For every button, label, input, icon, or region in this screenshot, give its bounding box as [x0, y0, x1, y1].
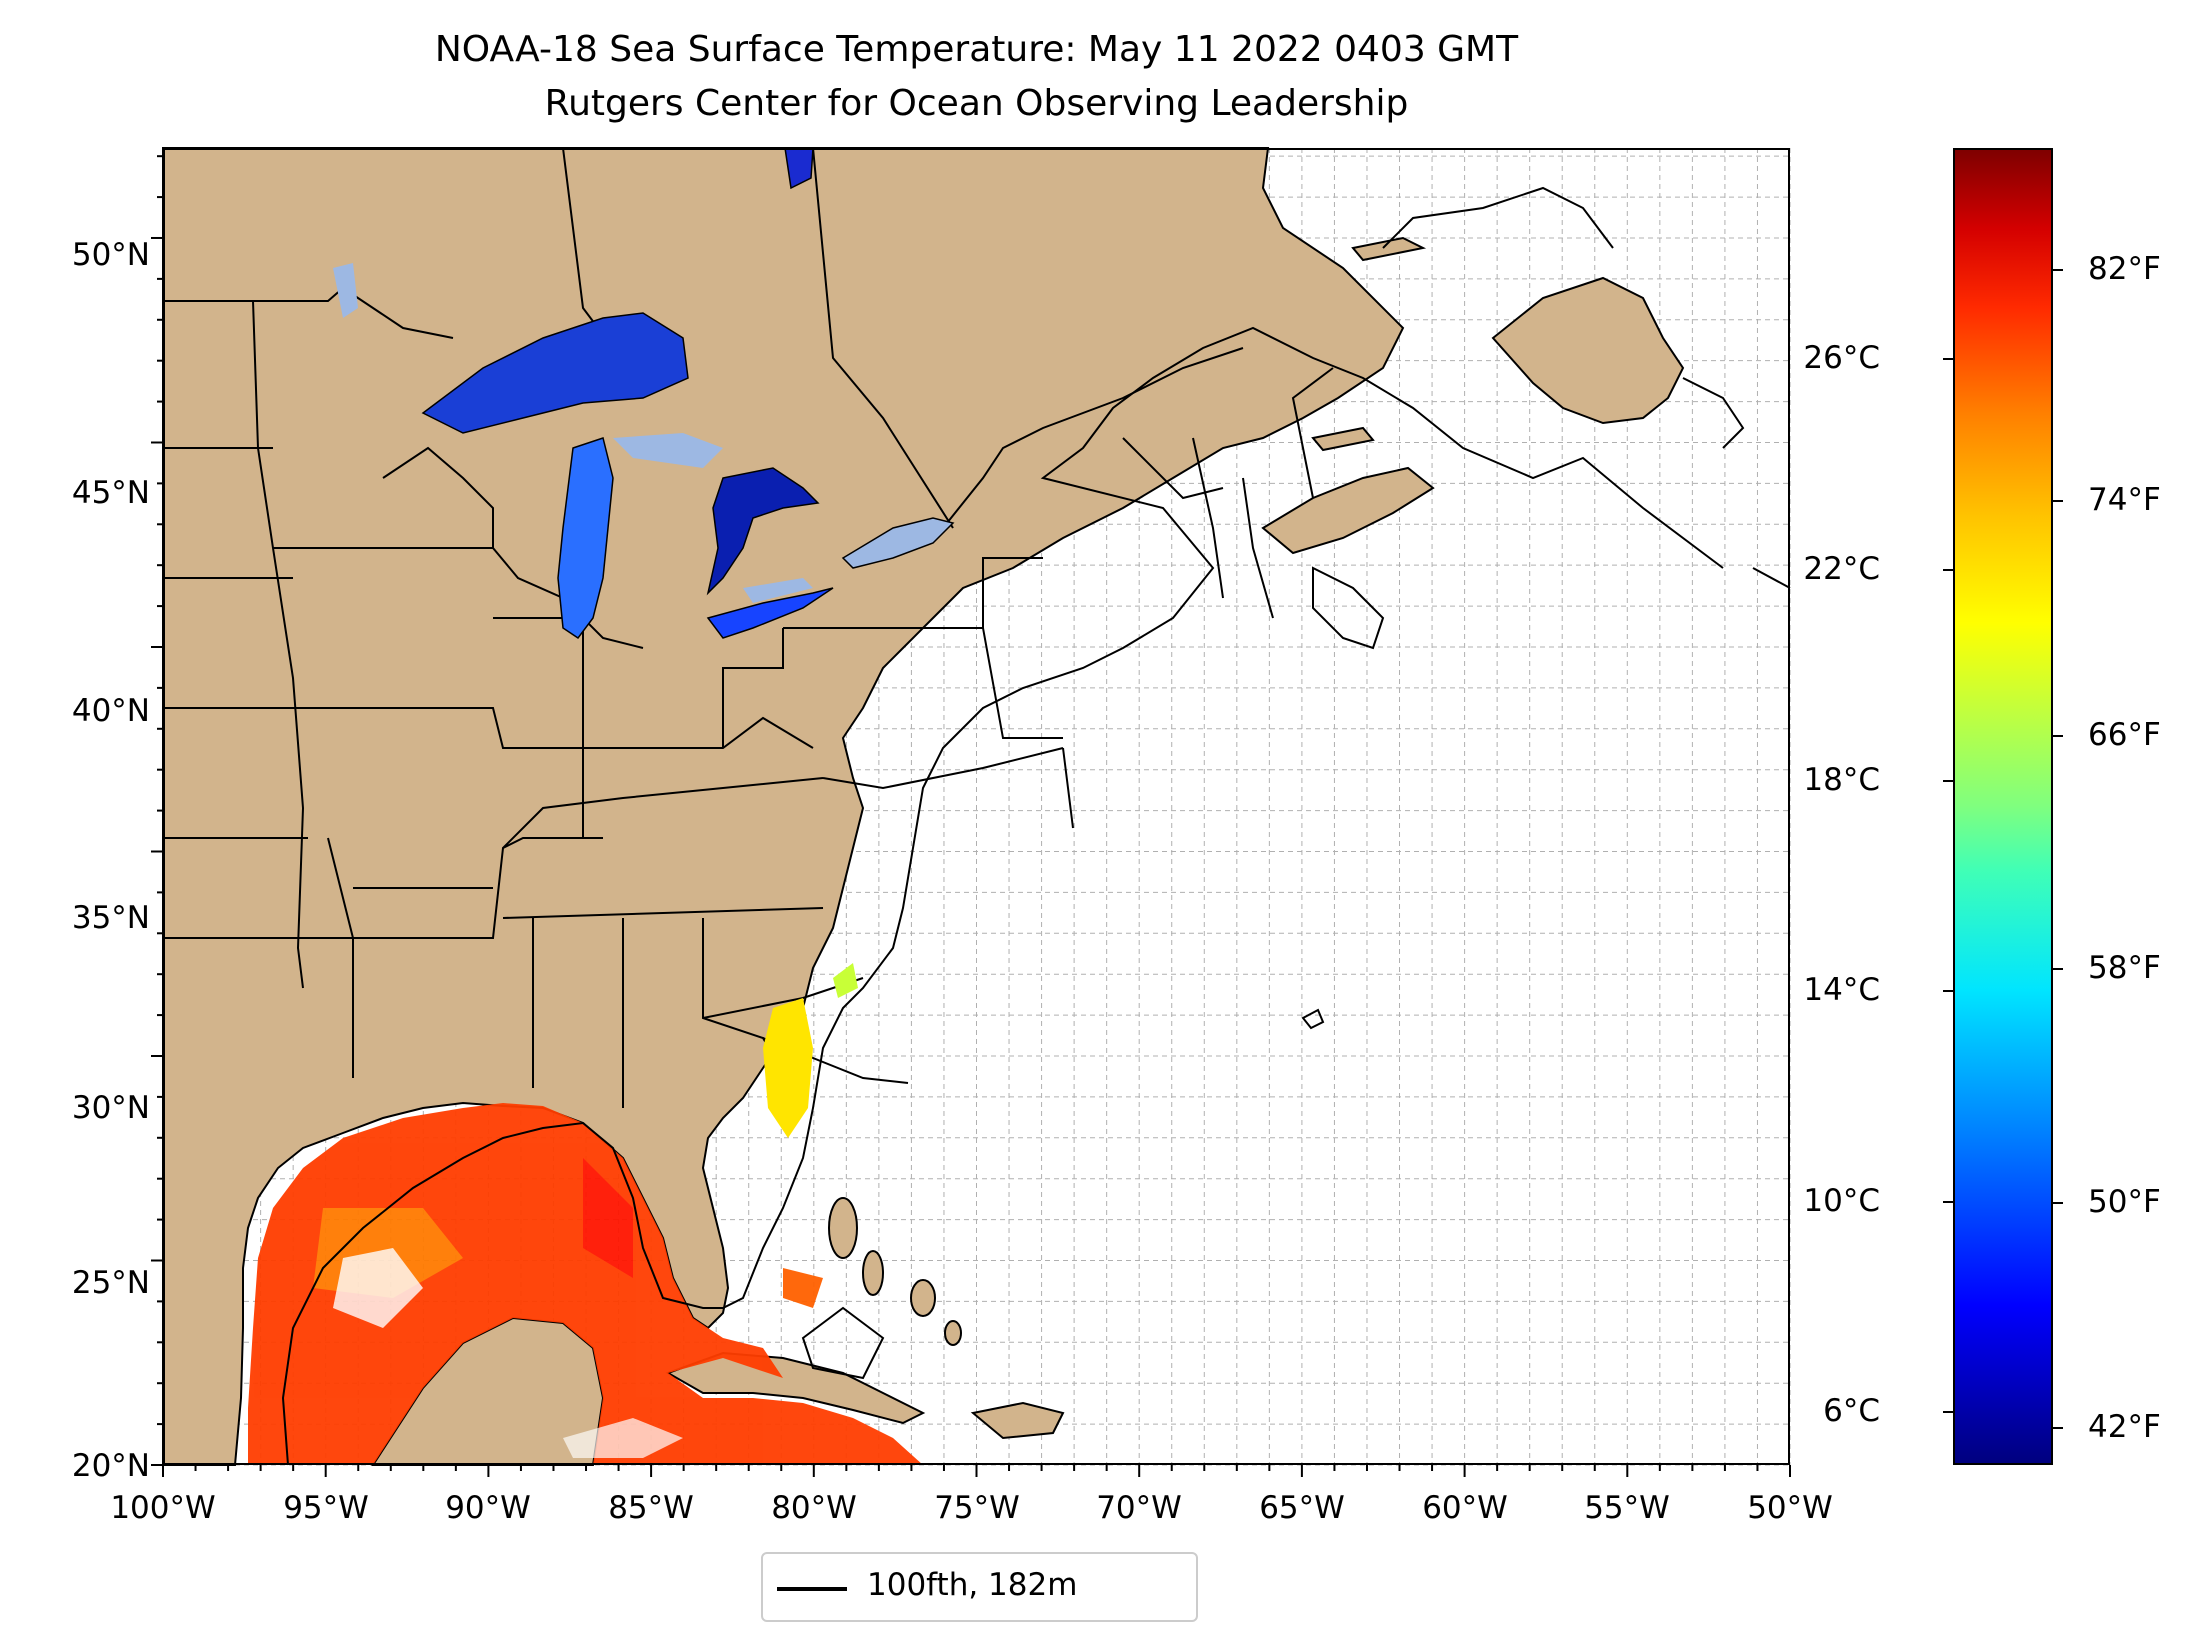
map-legend: 100fth, 182m — [761, 1552, 1198, 1622]
fahrenheit-tick-label: 82°F — [2088, 251, 2161, 287]
sst-map — [151, 147, 1791, 1477]
lon-tick-label: 60°W — [1422, 1490, 1508, 1526]
fahrenheit-tick-label: 66°F — [2088, 717, 2161, 753]
sst-southeast-coast — [763, 963, 858, 1138]
lat-tick-label: 50°N — [71, 237, 150, 273]
fahrenheit-tick-label: 42°F — [2088, 1409, 2161, 1445]
lon-tick-label: 85°W — [608, 1490, 694, 1526]
legend-label: 100fth, 182m — [867, 1567, 1078, 1603]
isobath-100fth — [281, 326, 1724, 1466]
lon-tick-label: 50°W — [1747, 1490, 1833, 1526]
land-newfoundland — [1491, 276, 1685, 425]
celsius-tick-label: 10°C — [1803, 1183, 1880, 1219]
land-bahamas — [828, 1197, 962, 1346]
land-nova-scotia — [1261, 466, 1435, 555]
land-north-america — [162, 147, 1405, 1466]
map-title-line1: NOAA-18 Sea Surface Temperature: May 11 … — [434, 29, 1519, 70]
lat-tick-label: 45°N — [71, 475, 150, 511]
map-title-line2: Rutgers Center for Ocean Observing Leade… — [544, 83, 1409, 124]
lat-tick-label: 25°N — [71, 1265, 150, 1301]
lon-tick-label: 55°W — [1584, 1490, 1670, 1526]
fahrenheit-tick-label: 74°F — [2088, 482, 2161, 518]
celsius-tick-label: 22°C — [1803, 551, 1880, 587]
celsius-tick-label: 14°C — [1803, 972, 1880, 1008]
legend-line-swatch — [777, 1587, 847, 1591]
celsius-tick-label: 26°C — [1803, 340, 1880, 376]
lon-tick-label: 75°W — [934, 1490, 1020, 1526]
lon-tick-label: 100°W — [110, 1490, 216, 1526]
celsius-tick-label: 18°C — [1803, 762, 1880, 798]
lon-tick-label: 95°W — [283, 1490, 369, 1526]
celsius-tick-label: 6°C — [1823, 1393, 1880, 1429]
fahrenheit-tick-label: 58°F — [2088, 950, 2161, 986]
great-lakes — [333, 147, 955, 640]
lat-tick-label: 30°N — [71, 1090, 150, 1126]
lat-tick-label: 35°N — [71, 900, 150, 936]
political-borders — [163, 147, 1334, 1108]
sst-gulf-of-mexico — [248, 1103, 923, 1465]
lat-tick-label: 20°N — [71, 1448, 150, 1484]
lon-tick-label: 65°W — [1259, 1490, 1345, 1526]
land-hispaniola — [970, 1401, 1065, 1440]
lat-tick-label: 40°N — [71, 693, 150, 729]
lon-tick-label: 70°W — [1096, 1490, 1182, 1526]
lon-tick-label: 80°W — [771, 1490, 857, 1526]
lon-tick-label: 90°W — [445, 1490, 531, 1526]
land-cuba — [665, 1351, 926, 1425]
temperature-colorbar — [1953, 148, 2053, 1465]
fahrenheit-tick-label: 50°F — [2088, 1184, 2161, 1220]
